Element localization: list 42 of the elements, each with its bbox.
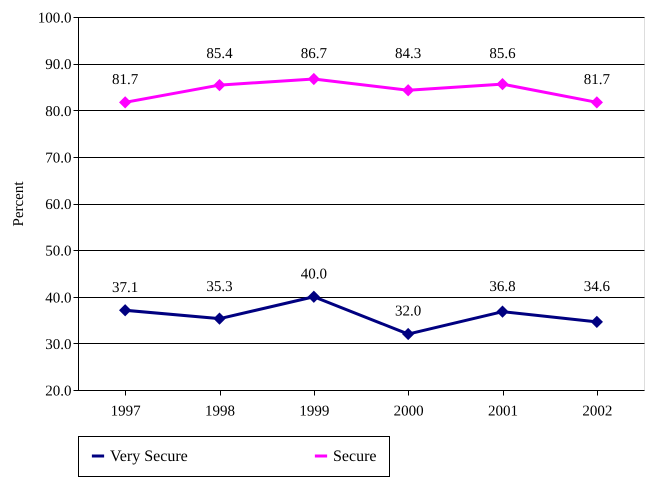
y-tick-label: 80.0 [45, 104, 72, 120]
point [308, 72, 320, 86]
data-label: 81.7 [584, 72, 610, 88]
point [119, 304, 132, 316]
point [119, 96, 132, 108]
data-label: 40.0 [300, 266, 327, 282]
x-tick-label: 2001 [488, 404, 518, 420]
point [213, 78, 226, 92]
data-label: 32.0 [395, 304, 422, 320]
x-tick-label: 2000 [394, 404, 424, 420]
y-tick-label: 60.0 [45, 197, 72, 213]
point [590, 316, 603, 328]
data-label: 81.7 [112, 72, 139, 88]
point [213, 312, 226, 325]
y-tick-label: 70.0 [45, 150, 72, 166]
legend-label: Very Secure [110, 448, 188, 465]
y-tick-label: 100.0 [38, 10, 72, 26]
point [402, 328, 414, 340]
y-tick-label: 20.0 [45, 384, 72, 400]
data-label: 34.6 [584, 278, 610, 295]
y-tick-label: 90.0 [45, 57, 72, 74]
data-label: 84.3 [395, 46, 422, 62]
point [496, 78, 509, 90]
y-tick-label: 40.0 [45, 290, 72, 306]
y-tick-label: 30.0 [45, 336, 72, 353]
x-tick-label: 1998 [205, 404, 235, 420]
data-label: 37.1 [112, 280, 138, 296]
x-tick-label: 1999 [299, 404, 330, 420]
point [308, 290, 320, 303]
y-tick-label: 50.0 [45, 244, 72, 260]
data-label: 85.4 [206, 46, 234, 62]
data-label: 85.6 [489, 46, 516, 62]
point [590, 96, 603, 108]
y-axis-title: Percent [10, 180, 27, 226]
data-label: 35.3 [206, 278, 233, 295]
x-tick-label: 1997 [110, 404, 142, 420]
point [496, 306, 509, 318]
data-label: 36.8 [489, 278, 516, 295]
legend-label: Secure [333, 448, 377, 465]
data-label: 86.7 [300, 46, 328, 62]
x-tick-label: 2002 [582, 404, 612, 420]
point [402, 84, 414, 96]
